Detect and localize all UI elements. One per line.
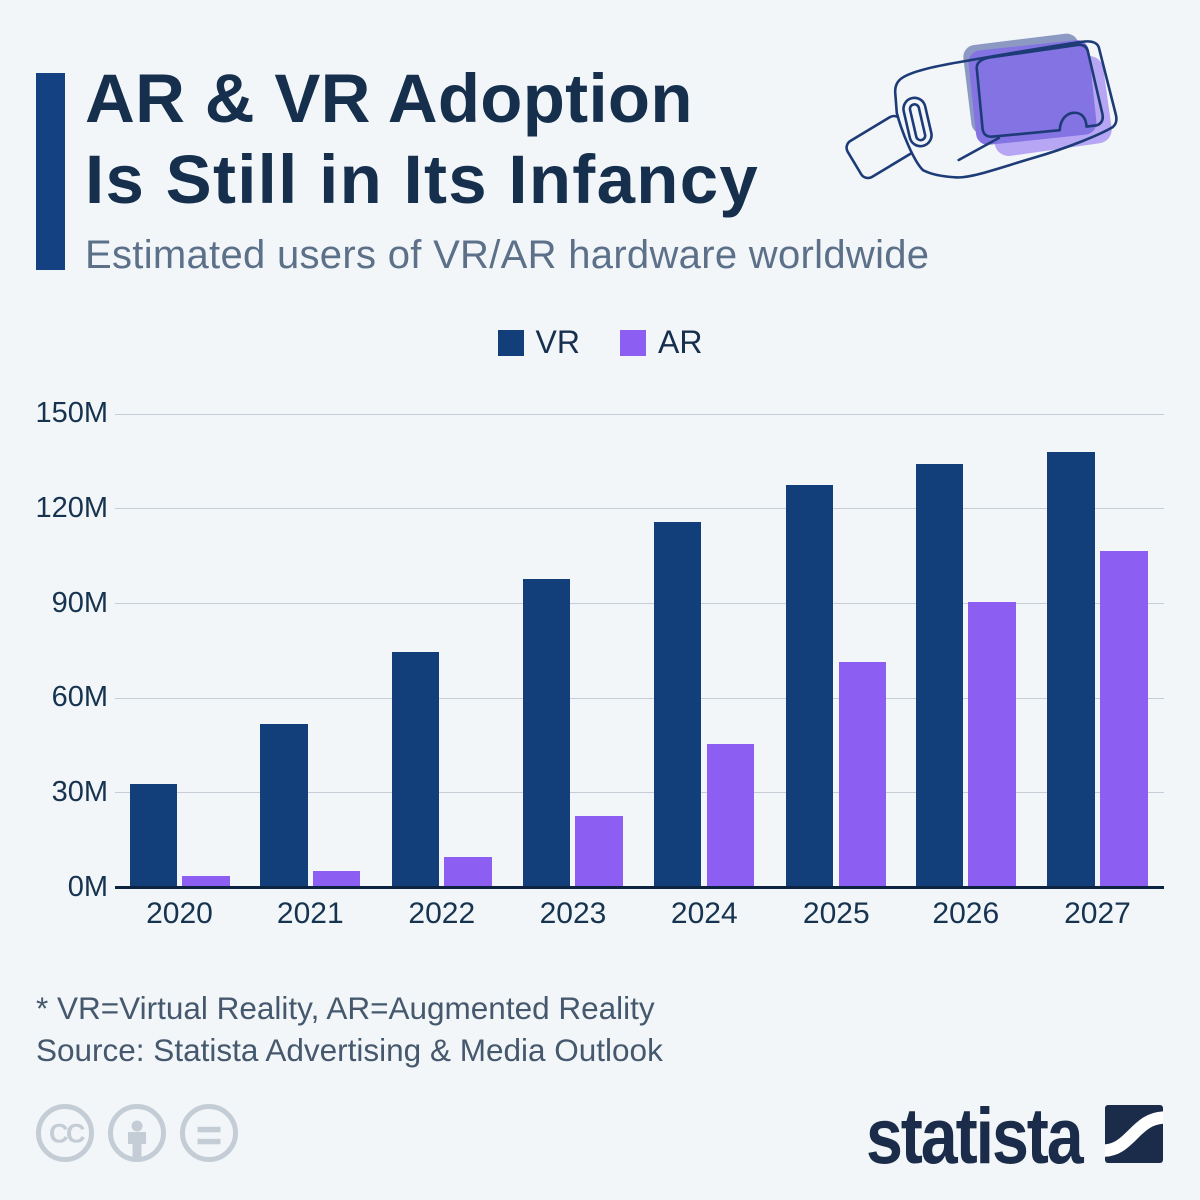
svg-text:CC: CC bbox=[49, 1119, 85, 1149]
